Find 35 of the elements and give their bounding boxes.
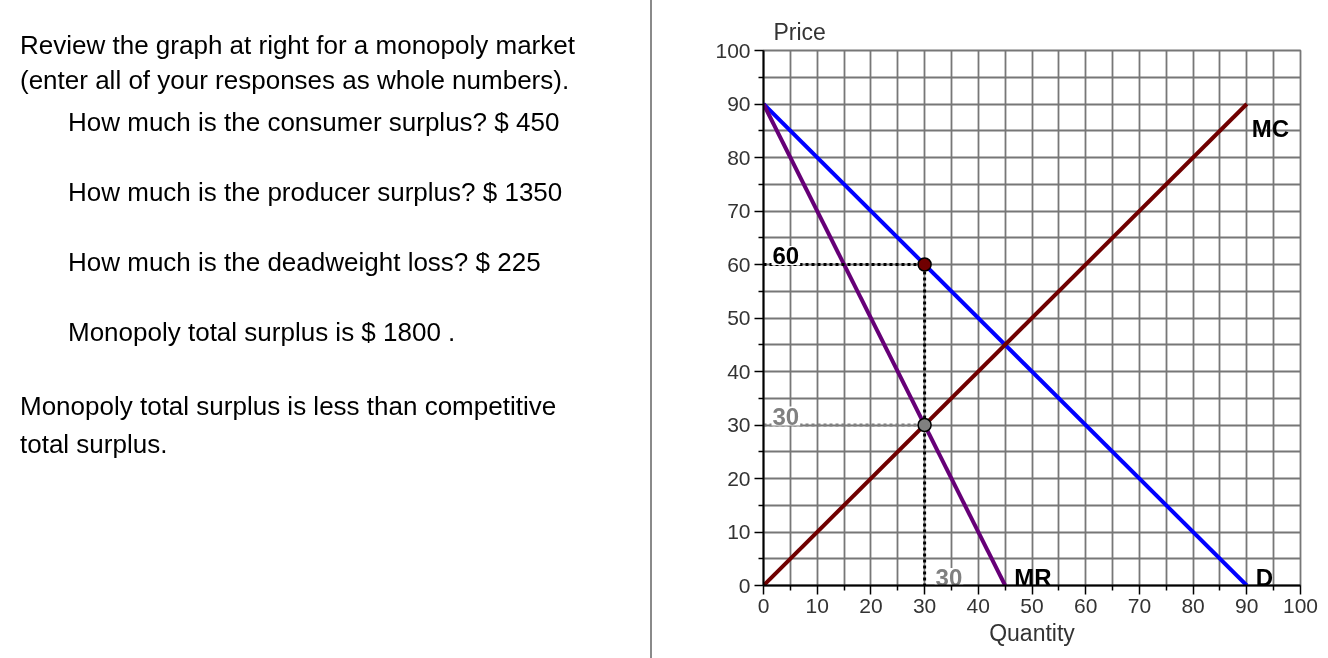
series-label: MC bbox=[1251, 115, 1290, 142]
x-tick-label: 50 bbox=[1020, 593, 1044, 617]
y-tick-label: 60 bbox=[727, 252, 751, 276]
y-tick-label: 80 bbox=[727, 145, 751, 169]
text: How much is the deadweight loss? $ 225 bbox=[68, 246, 542, 279]
y-tick-label: 10 bbox=[727, 520, 751, 543]
x-tick-label: 40 bbox=[966, 593, 990, 617]
y-tick-label: 40 bbox=[727, 359, 751, 383]
x-tick-label: 10 bbox=[805, 593, 829, 617]
y-axis-title: Price bbox=[773, 18, 826, 45]
text: Monopoly total surplus is $ 1800 . bbox=[68, 316, 457, 349]
y-tick-label: 90 bbox=[727, 92, 751, 115]
text: Review the graph at right for a monopoly market (enter all of your responses as whole numbers). bbox=[20, 29, 576, 97]
text: How much is the producer surplus? $ 1350 bbox=[68, 176, 564, 209]
y-tick-label: 30 bbox=[727, 413, 751, 436]
x-tick-label: 0 bbox=[757, 593, 770, 617]
y-tick-label: 20 bbox=[727, 466, 751, 490]
x-tick-label: 100 bbox=[1282, 593, 1319, 617]
x-tick-label: 20 bbox=[859, 593, 883, 617]
x-tick-label: 30 bbox=[912, 593, 937, 617]
text: How much is the consumer surplus? $ 450 bbox=[68, 106, 561, 139]
annotation: 30 bbox=[935, 564, 963, 591]
x-tick-label: 60 bbox=[1074, 593, 1098, 617]
data-label: 30 bbox=[772, 402, 800, 430]
text: Monopoly total surplus is less than competitive total surplus. bbox=[20, 390, 558, 461]
x-axis-title: Quantity bbox=[989, 619, 1076, 646]
x-tick-label: 90 bbox=[1235, 593, 1259, 617]
y-tick-label: 50 bbox=[727, 306, 751, 329]
x-tick-label: 70 bbox=[1127, 593, 1152, 617]
y-tick-label: 100 bbox=[715, 38, 751, 62]
x-tick-label: 80 bbox=[1181, 593, 1205, 617]
data-label: 60 bbox=[772, 242, 800, 269]
y-tick-label: 70 bbox=[727, 199, 751, 222]
series-label: MR bbox=[1014, 564, 1052, 591]
y-tick-label: 0 bbox=[738, 573, 751, 597]
